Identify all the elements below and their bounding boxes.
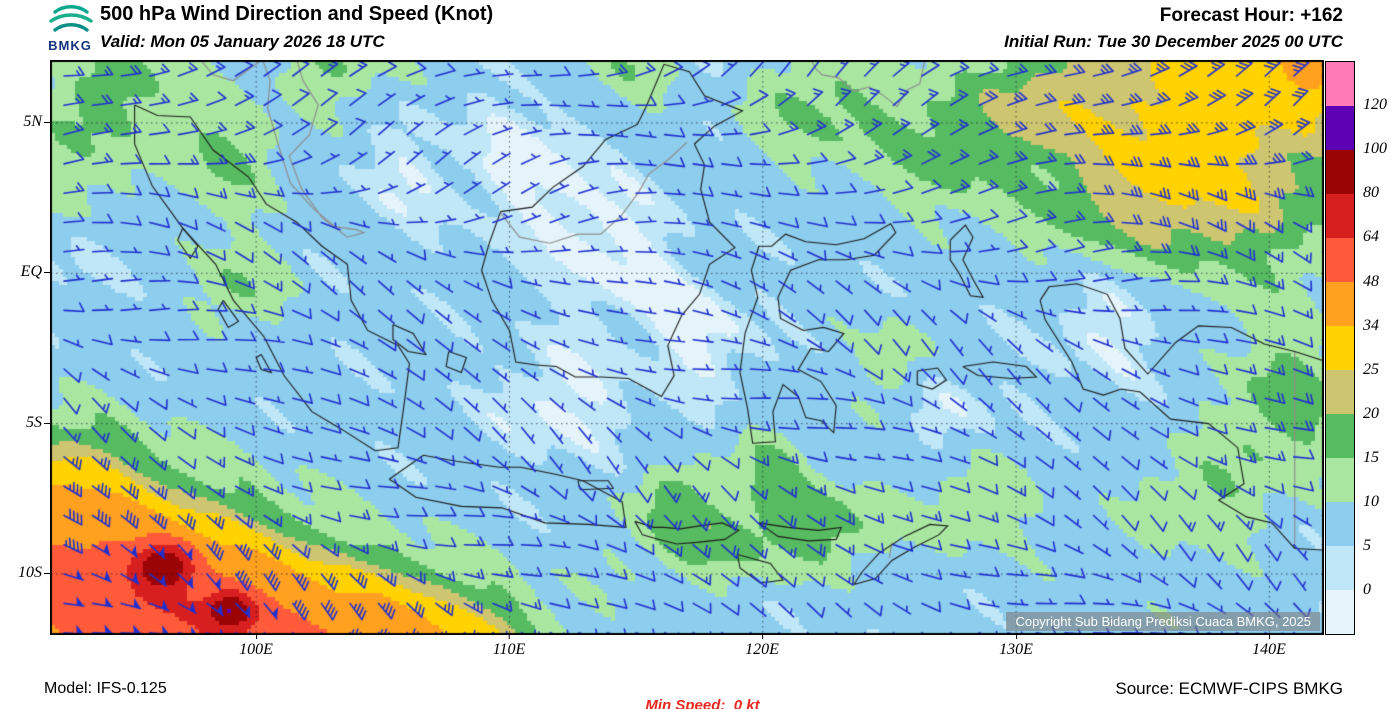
legend-swatch [1326,62,1354,106]
legend-tick-label: 100 [1363,140,1387,157]
legend-tick-label: 25 [1363,361,1379,378]
lat-tick-label: EQ [20,263,51,280]
forecast-hour: Forecast Hour: +162 [1159,5,1343,26]
lat-tick-label: 5N [23,113,50,130]
legend-color-bar [1325,61,1355,635]
legend-tick-label: 80 [1363,184,1379,201]
lon-tick-label: 140E [1252,633,1286,658]
legend-tick-label: 20 [1363,405,1379,422]
lon-tick-label: 110E [492,633,526,658]
initial-run: Initial Run: Tue 30 December 2025 00 UTC [1004,32,1343,51]
lon-tick-label: 120E [745,633,779,658]
lon-tick-label: 100E [239,633,273,658]
legend-tick-label: 34 [1363,317,1379,334]
map-copyright: Copyright Sub Bidang Prediksi Cuaca BMKG… [1006,612,1320,631]
legend-swatch [1326,282,1354,326]
bmkg-logo-icon [49,5,93,32]
bmkg-logo-text: BMKG [48,38,92,53]
legend-swatch [1326,238,1354,282]
lat-tick-label: 5S [26,414,50,431]
legend-tick-label: 10 [1363,493,1379,510]
valid-time: Valid: Mon 05 January 2026 18 UTC [100,32,385,51]
color-legend: 120 100 80 64 48 34 25 20 15 10 5 0 [1325,61,1387,635]
legend-tick-label: 15 [1363,449,1379,466]
legend-tick-label: 48 [1363,273,1379,290]
legend-swatch [1326,546,1354,590]
legend-swatch [1326,194,1354,238]
model-label: Model: IFS-0.125 [44,680,167,697]
page-title: 500 hPa Wind Direction and Speed (Knot) [100,3,494,25]
speed-summary: Min Speed: 0 kt | Max Speed: 51 kt [629,680,772,709]
legend-swatch [1326,326,1354,370]
map-area: Copyright Sub Bidang Prediksi Cuaca BMKG… [50,60,1324,635]
legend-swatch [1326,590,1354,634]
min-speed-label: Min Speed: 0 kt [645,697,760,709]
legend-tick-label: 64 [1363,228,1379,245]
legend-swatch [1326,458,1354,502]
wind-map-canvas [51,61,1323,634]
legend-tick-label: 5 [1363,537,1371,554]
lon-tick-label: 130E [999,633,1033,658]
legend-swatch [1326,106,1354,150]
legend-tick-label: 120 [1363,96,1387,113]
legend-swatch [1326,502,1354,546]
source-label: Source: ECMWF-CIPS BMKG [1115,679,1343,698]
legend-swatch [1326,370,1354,414]
lat-tick-label: 10S [18,564,50,581]
legend-tick-label: 0 [1363,581,1371,598]
legend-swatch [1326,414,1354,458]
legend-swatch [1326,150,1354,194]
